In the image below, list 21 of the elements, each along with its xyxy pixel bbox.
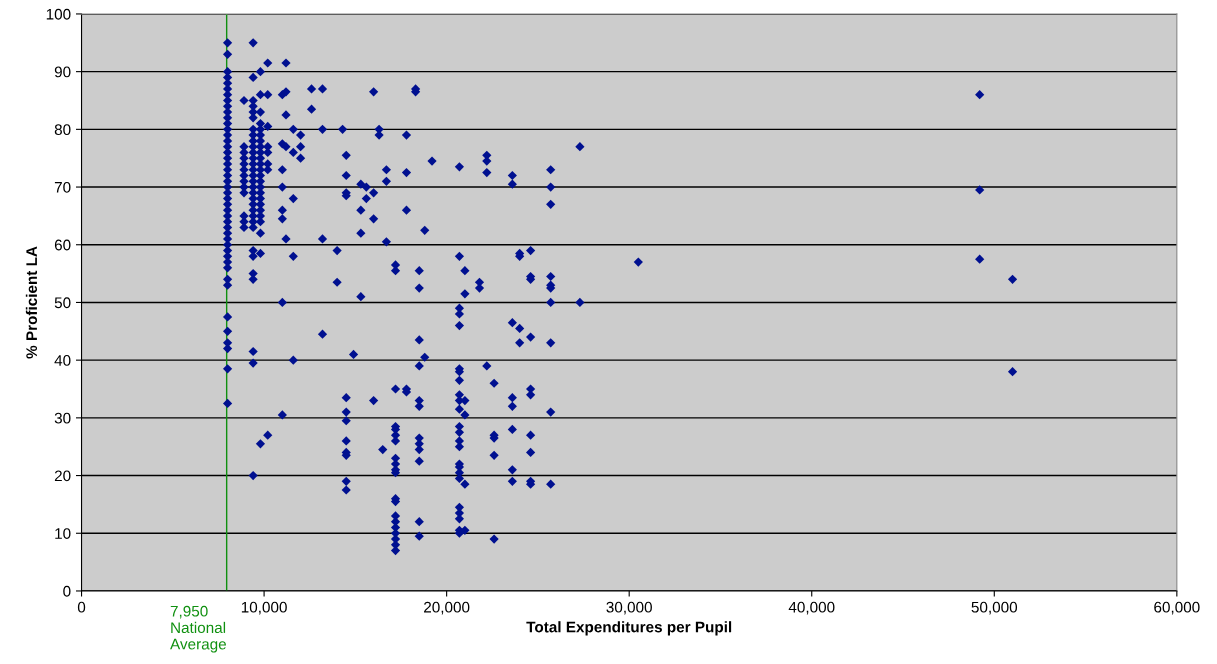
y-tick-label: 40 (54, 355, 71, 366)
y-tick-label: 80 (54, 124, 71, 136)
x-tick-label: 50,000 (971, 601, 1018, 615)
ref-line-label: 7,950 National Average (170, 605, 226, 653)
y-tick-label: 90 (54, 66, 71, 78)
x-tick-label: 60,000 (1154, 601, 1200, 615)
x-axis-title: Total Expenditures per Pupil (526, 621, 732, 636)
y-tick-label: 0 (63, 585, 71, 597)
x-tick-label: 20,000 (424, 601, 470, 615)
x-tick-label: 10,000 (241, 601, 287, 615)
x-tick-label: 30,000 (606, 601, 652, 615)
y-tick-label: 10 (55, 528, 71, 539)
y-tick-label: 30 (54, 412, 71, 424)
y-tick-label: 50 (54, 297, 71, 309)
y-tick-label: 70 (54, 181, 71, 193)
x-tick-label: 40,000 (788, 601, 835, 615)
y-axis-title: % Proficient LA (25, 246, 38, 359)
x-tick-label: 0 (77, 601, 86, 613)
y-tick-label: 20 (54, 470, 71, 482)
y-tick-label: 100 (46, 8, 71, 20)
y-tick-label: 60 (54, 239, 71, 251)
